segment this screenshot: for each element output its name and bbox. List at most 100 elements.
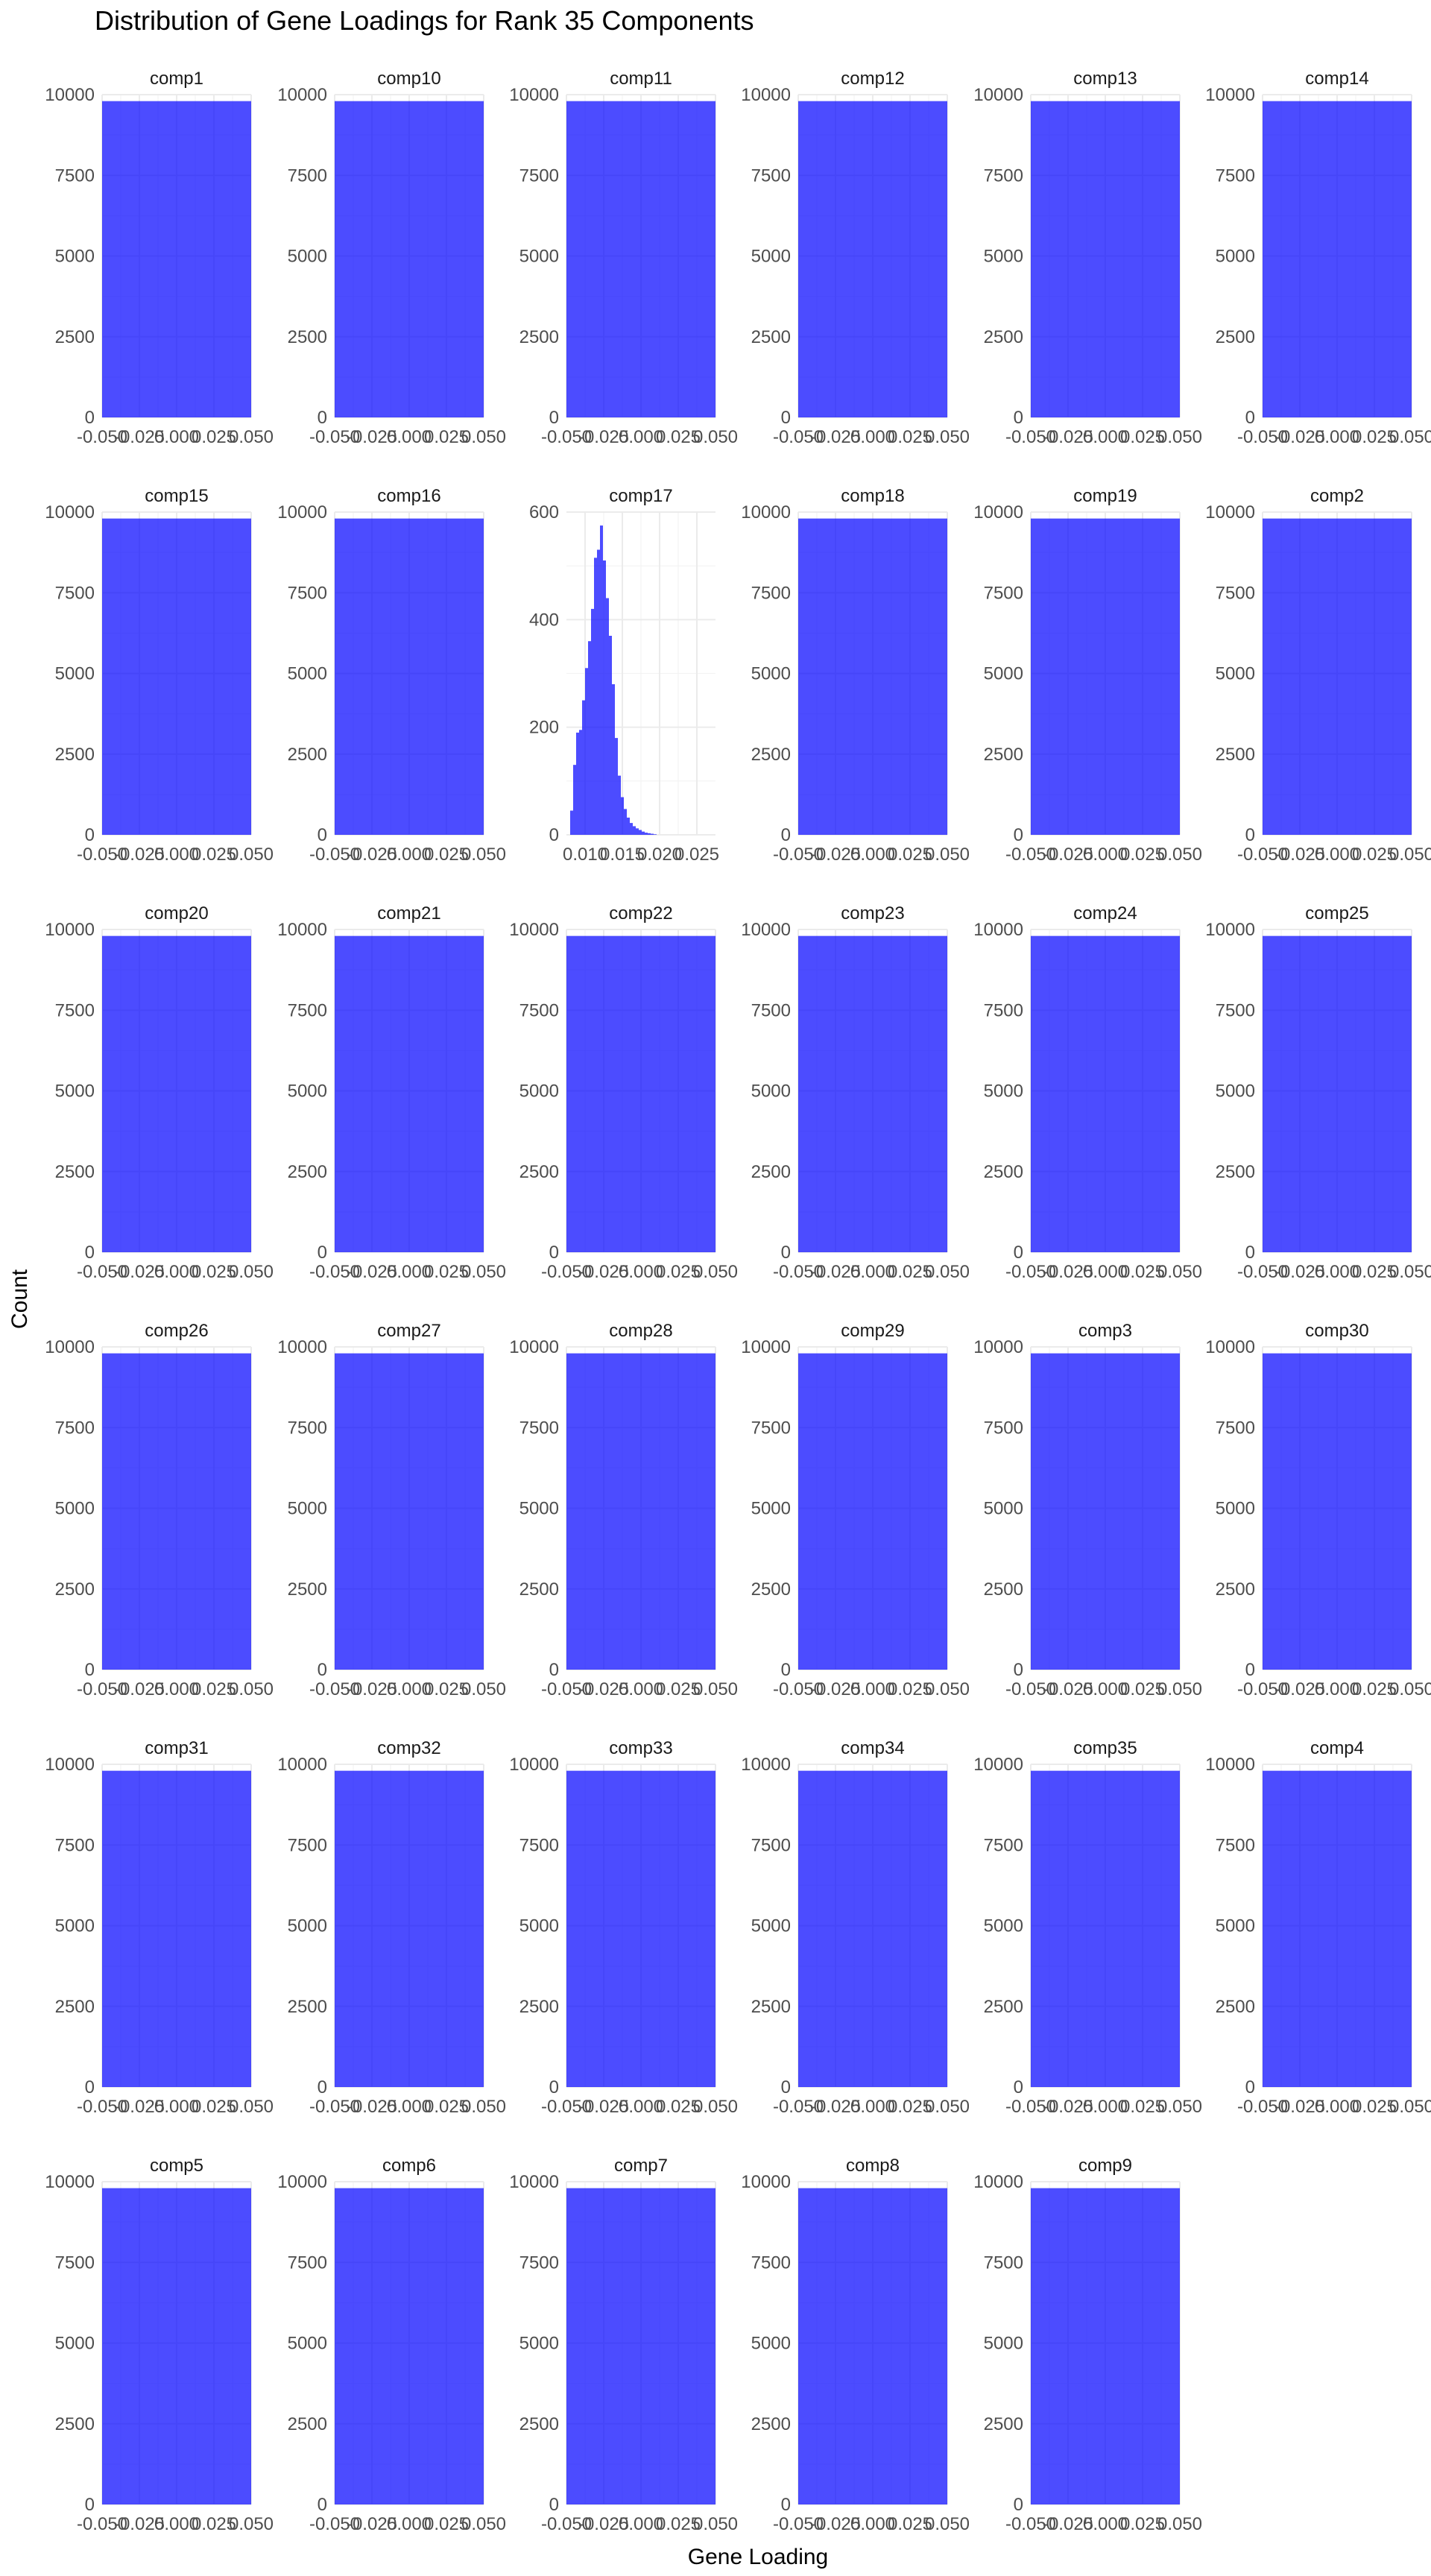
x-tick-label: 0.025 xyxy=(424,427,469,447)
facet-panel-comp32: comp32 0 2500 5000 7500 10000 -0.050-0.0250.00… xyxy=(277,1738,506,2117)
y-tick-label: 2500 xyxy=(751,1997,791,2017)
x-tick-label: -0.050 xyxy=(1237,1262,1288,1282)
histogram-bar xyxy=(798,1353,947,1670)
histogram-bar xyxy=(1263,935,1412,1252)
x-tick-label: 0.000 xyxy=(1315,1262,1359,1282)
facet-strip-label: comp10 xyxy=(377,69,440,89)
facet-strip-label: comp31 xyxy=(145,1738,208,1758)
y-tick-label: 7500 xyxy=(519,165,559,186)
facet-strip-label: comp4 xyxy=(1310,1738,1364,1758)
x-tick-label: 0.025 xyxy=(424,1679,469,1699)
histogram-bar xyxy=(1263,1770,1412,2087)
histogram-bar xyxy=(597,549,600,835)
y-tick-label: 10000 xyxy=(277,85,327,105)
histogram-bar xyxy=(600,525,603,835)
histogram-bar xyxy=(576,732,579,835)
y-tick-label: 0 xyxy=(318,408,327,428)
x-tick-label: 0.000 xyxy=(1315,1679,1359,1699)
y-tick-label: 5000 xyxy=(288,247,327,267)
facet-panel-comp16: comp16 0 2500 5000 7500 10000 -0.050-0.0250.00… xyxy=(277,486,506,865)
y-tick-label: 2500 xyxy=(1216,327,1255,347)
y-tick-label: 5000 xyxy=(984,2334,1023,2354)
y-tick-label: 2500 xyxy=(984,1162,1023,1182)
x-tick-label: 0.025 xyxy=(888,2097,932,2117)
facet-strip-label: comp26 xyxy=(145,1321,208,1341)
x-tick-label: -0.050 xyxy=(77,845,127,865)
y-tick-label: 5000 xyxy=(1216,664,1255,684)
y-tick-label: 2500 xyxy=(55,1579,95,1600)
x-tick-label: -0.025 xyxy=(1043,845,1093,865)
y-tick-label: 10000 xyxy=(973,502,1023,523)
y-tick-label: 10000 xyxy=(45,1337,95,1357)
x-tick-label: 0.000 xyxy=(1083,427,1128,447)
histogram-bar xyxy=(102,518,251,835)
y-tick-label: 10000 xyxy=(509,1337,559,1357)
x-tick-label: -0.025 xyxy=(114,427,165,447)
y-tick-label: 5000 xyxy=(1216,1916,1255,1936)
x-tick-label: 0.050 xyxy=(925,427,970,447)
y-tick-label: 5000 xyxy=(55,664,95,684)
x-tick-label: -0.025 xyxy=(1043,1262,1093,1282)
histogram-bar xyxy=(582,700,585,835)
histogram-bar xyxy=(1263,518,1412,835)
x-tick-label: 0.000 xyxy=(1315,2097,1359,2117)
x-tick-label: 0.000 xyxy=(1083,1262,1128,1282)
y-tick-label: 10000 xyxy=(45,1755,95,1775)
y-tick-label: 5000 xyxy=(751,1499,791,1519)
y-tick-label: 5000 xyxy=(1216,1082,1255,1102)
x-tick-label: 0.050 xyxy=(1157,2097,1202,2117)
facet-strip-label: comp8 xyxy=(846,2156,900,2176)
histogram-bar xyxy=(573,765,576,835)
y-tick-label: 2500 xyxy=(288,745,327,765)
x-tick-label: -0.050 xyxy=(77,2514,127,2534)
y-tick-label: 7500 xyxy=(751,1418,791,1438)
x-tick-label: -0.025 xyxy=(347,2514,397,2534)
x-tick-label: 0.025 xyxy=(888,2514,932,2534)
x-tick-label: -0.050 xyxy=(773,2514,824,2534)
x-tick-label: -0.050 xyxy=(541,427,592,447)
x-tick-label: 0.000 xyxy=(154,427,199,447)
x-tick-label: 0.000 xyxy=(619,427,663,447)
y-tick-label: 5000 xyxy=(519,2334,559,2354)
y-tick-label: 7500 xyxy=(519,1000,559,1020)
y-tick-label: 10000 xyxy=(741,2172,791,2192)
histogram-bar xyxy=(1263,1353,1412,1670)
x-tick-label: 0.025 xyxy=(1120,2097,1165,2117)
x-tick-label: -0.025 xyxy=(578,427,629,447)
y-tick-label: 0 xyxy=(1245,1243,1255,1263)
facet-strip-label: comp1 xyxy=(150,69,203,89)
y-tick-label: 10000 xyxy=(1205,920,1255,940)
facet-strip-label: comp35 xyxy=(1073,1738,1137,1758)
x-tick-label: 0.000 xyxy=(619,2514,663,2534)
facet-strip-label: comp3 xyxy=(1078,1321,1132,1341)
histogram-bar xyxy=(102,101,251,417)
x-tick-label: 0.050 xyxy=(461,2097,506,2117)
y-tick-label: 0 xyxy=(85,1660,95,1680)
histogram-bar xyxy=(633,826,636,835)
histogram-bar xyxy=(566,101,716,417)
x-tick-label: -0.025 xyxy=(1274,2097,1325,2117)
facet-strip-label: comp11 xyxy=(610,69,672,89)
facet-panel-comp6: comp6 0 2500 5000 7500 10000 -0.050-0.0250.000… xyxy=(277,2156,506,2534)
x-tick-label: -0.025 xyxy=(1274,845,1325,865)
histogram-bar xyxy=(591,608,594,835)
facet-strip-label: comp29 xyxy=(841,1321,904,1341)
x-tick-label: -0.050 xyxy=(1237,2097,1288,2117)
y-tick-label: 7500 xyxy=(984,1000,1023,1020)
x-tick-label: -0.050 xyxy=(309,1679,360,1699)
y-tick-label: 10000 xyxy=(741,920,791,940)
y-tick-label: 0 xyxy=(549,825,559,845)
x-tick-label: -0.050 xyxy=(309,845,360,865)
y-tick-label: 7500 xyxy=(751,1000,791,1020)
x-tick-label: 0.000 xyxy=(1315,427,1359,447)
facet-strip-label: comp17 xyxy=(609,486,672,506)
y-tick-label: 2500 xyxy=(55,1997,95,2017)
histogram-bar xyxy=(798,101,947,417)
y-tick-label: 0 xyxy=(85,1243,95,1263)
facet-panel-comp4: comp4 0 2500 5000 7500 10000 -0.050-0.0250.000… xyxy=(1205,1738,1431,2117)
x-tick-label: -0.050 xyxy=(1005,1262,1056,1282)
y-tick-label: 2500 xyxy=(519,1579,559,1600)
y-tick-label: 7500 xyxy=(751,583,791,603)
